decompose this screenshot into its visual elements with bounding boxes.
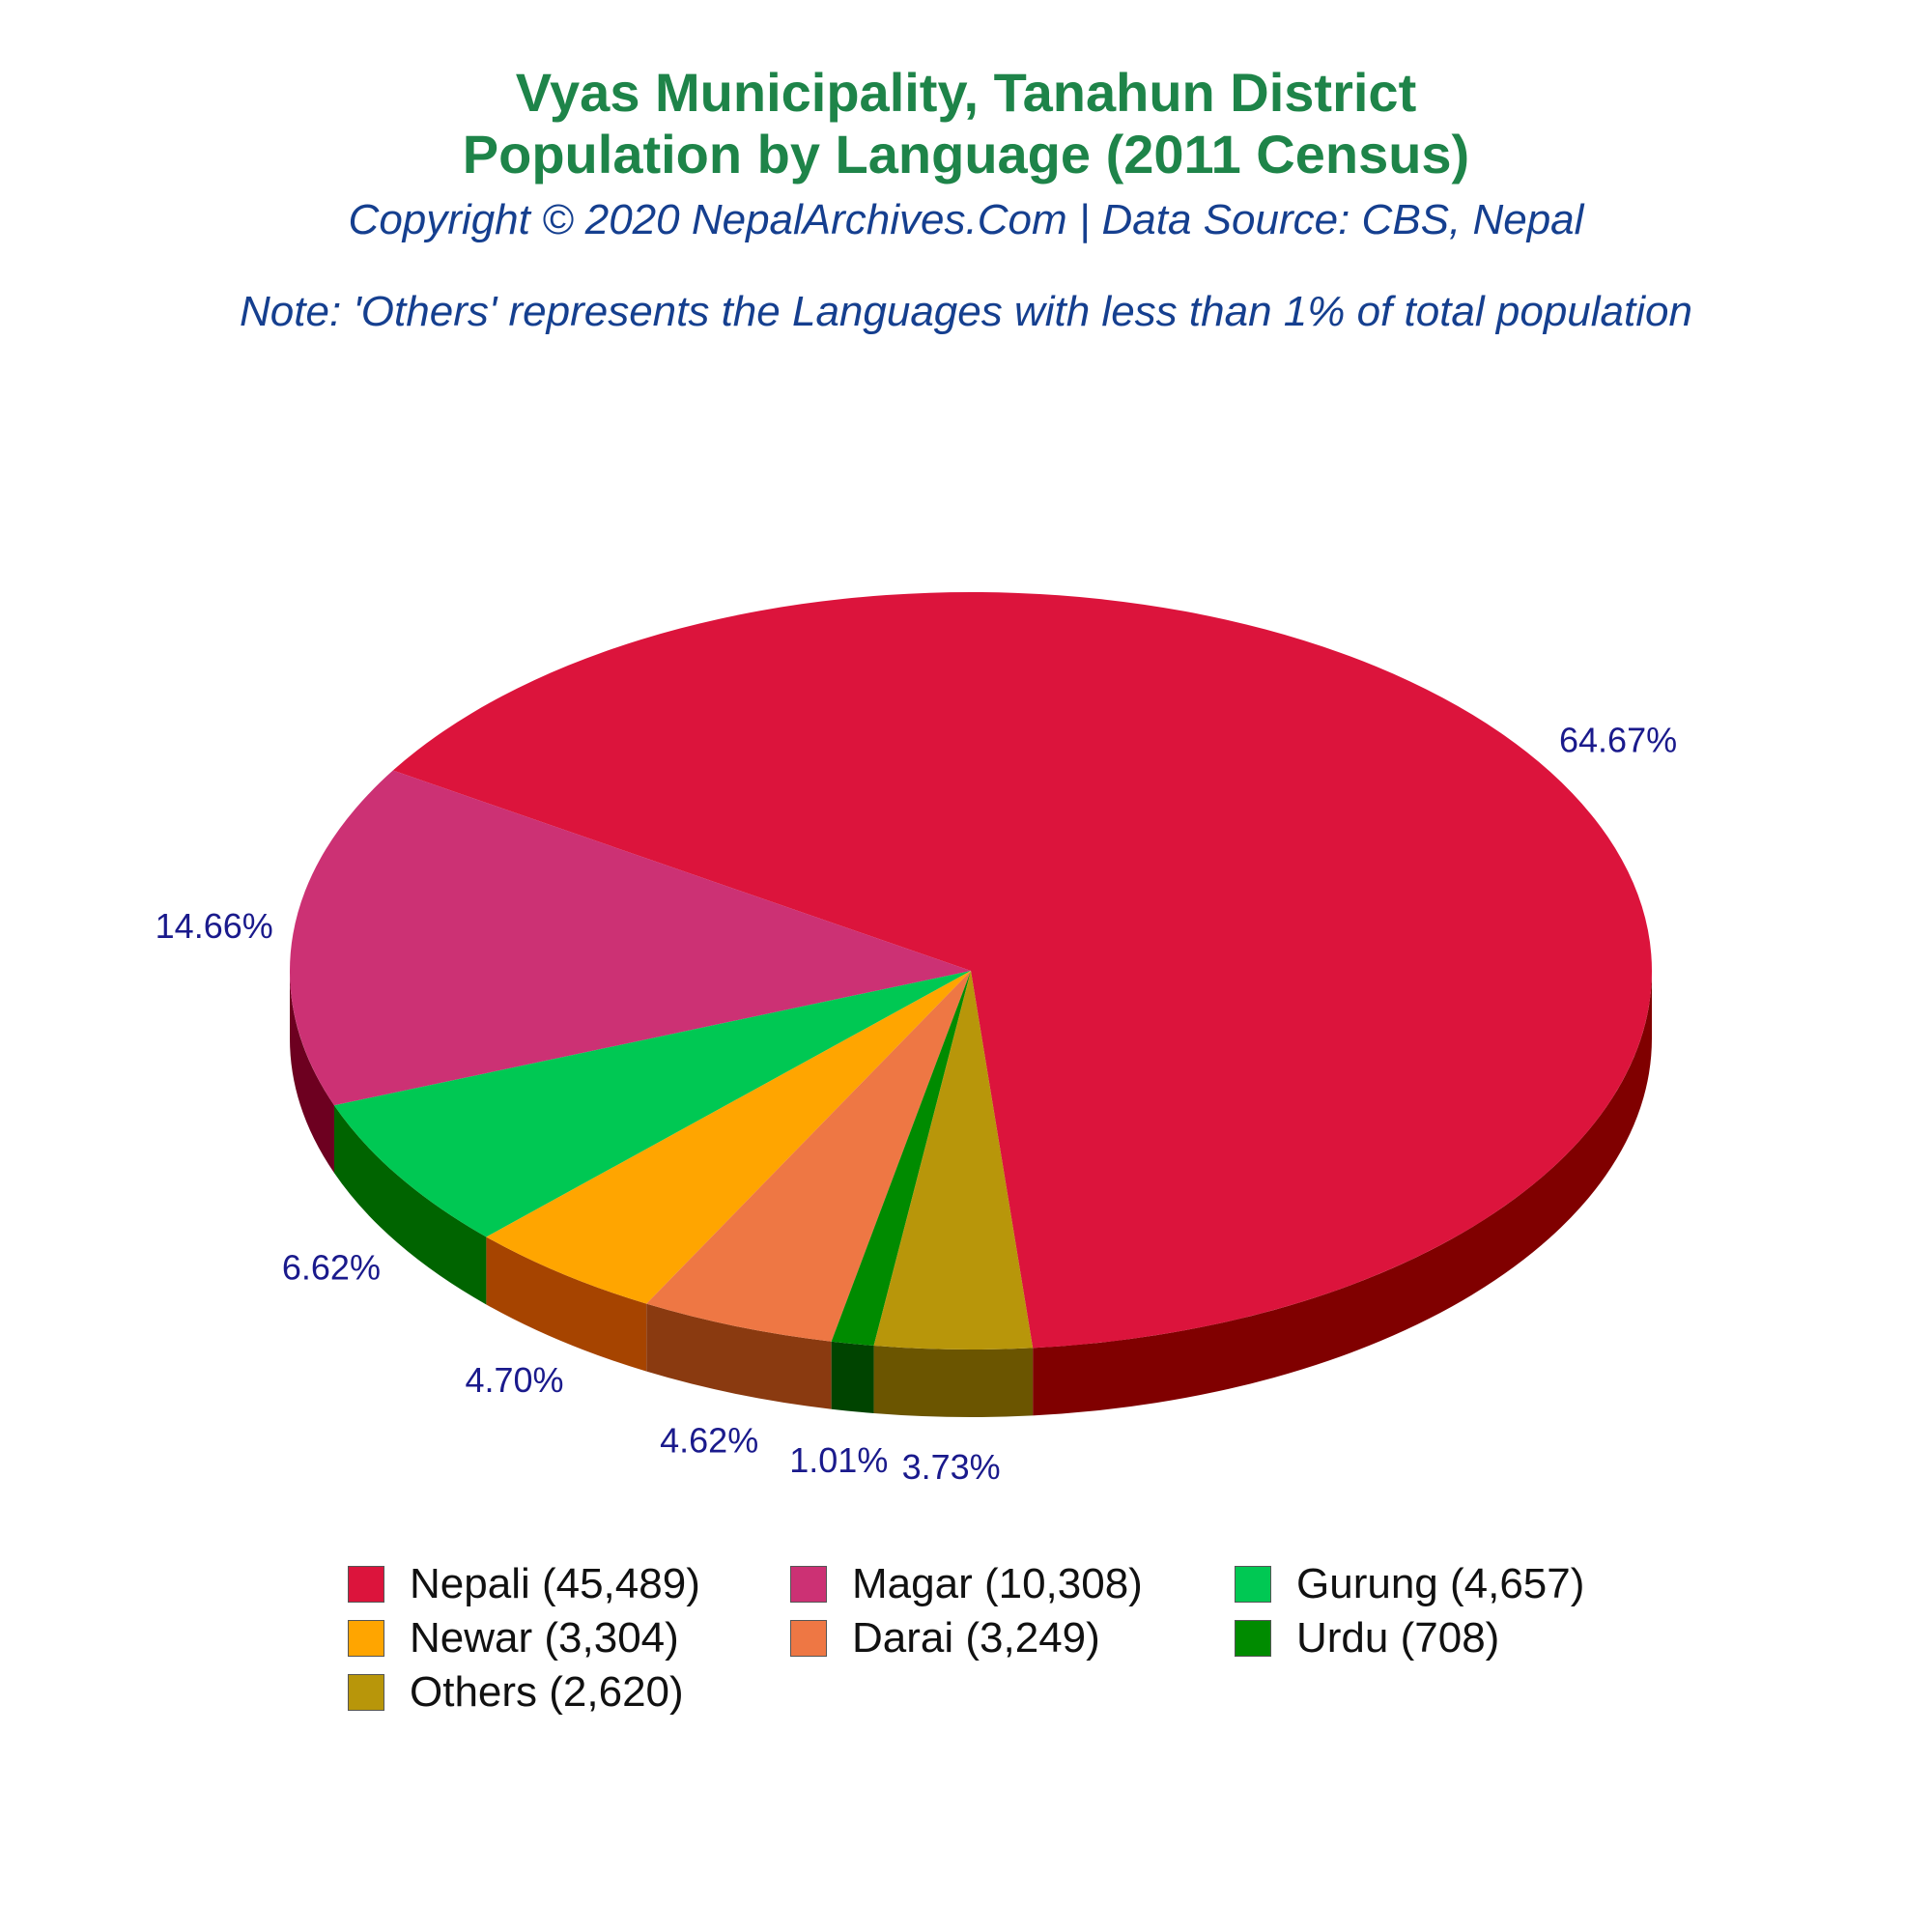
pie-label-gurung: 6.62% [282, 1247, 381, 1287]
legend-item-newar: Newar (3,304) [348, 1609, 679, 1667]
pie-label-newar: 4.70% [465, 1360, 563, 1400]
pie-slice-darai[interactable] [646, 971, 971, 1342]
pie-top-layer [290, 592, 1652, 1350]
pie-side-darai [646, 1303, 832, 1409]
legend-swatch-darai [790, 1620, 827, 1657]
pie-label-urdu: 1.01% [789, 1440, 888, 1480]
legend-label-nepali: Nepali (45,489) [410, 1560, 700, 1607]
pie-side-others [873, 1346, 1034, 1418]
pie-chart: 64.67% 14.66% 6.62% 4.70% 4.62% 1.01% 3.73% [156, 592, 1677, 1487]
legend-item-nepali: Nepali (45,489) [348, 1555, 700, 1613]
legend-label-newar: Newar (3,304) [410, 1614, 679, 1662]
pie-label-nepali: 64.67% [1559, 720, 1677, 759]
pie-slice-magar[interactable] [290, 770, 972, 1106]
legend-item-urdu: Urdu (708) [1235, 1609, 1499, 1667]
pie-side-urdu [831, 1341, 874, 1414]
legend-item-darai: Darai (3,249) [790, 1609, 1100, 1667]
legend-swatch-magar [790, 1566, 827, 1603]
pie-side-gurung [333, 1105, 487, 1305]
legend-label-others: Others (2,620) [410, 1668, 684, 1716]
pie-side-magar [290, 971, 334, 1174]
legend-item-magar: Magar (10,308) [790, 1555, 1143, 1613]
legend-label-magar: Magar (10,308) [852, 1560, 1143, 1607]
pie-label-darai: 4.62% [660, 1421, 758, 1461]
legend-item-others: Others (2,620) [348, 1663, 684, 1721]
pie-side-nepali [1033, 971, 1652, 1416]
legend-label-urdu: Urdu (708) [1296, 1614, 1500, 1662]
legend-label-darai: Darai (3,249) [852, 1614, 1100, 1662]
pie-label-magar: 14.66% [156, 906, 273, 946]
pie-slice-gurung[interactable] [333, 971, 971, 1237]
pie-label-others: 3.73% [902, 1447, 1001, 1487]
pie-slice-others[interactable] [873, 971, 1034, 1350]
legend-swatch-others [348, 1674, 384, 1711]
pie-slice-newar[interactable] [486, 971, 971, 1304]
chart-title-line-2: Population by Language (2011 Census) [462, 124, 1470, 185]
pie-slice-nepali[interactable] [392, 592, 1652, 1349]
copyright-text: Copyright © 2020 NepalArchives.Com | Dat… [348, 196, 1584, 243]
legend-item-gurung: Gurung (4,657) [1235, 1555, 1584, 1613]
pie-side-newar [486, 1236, 647, 1372]
pie-slice-urdu[interactable] [831, 971, 971, 1347]
legend-label-gurung: Gurung (4,657) [1296, 1560, 1585, 1607]
pie-label-layer: 64.67% 14.66% 6.62% 4.70% 4.62% 1.01% 3.73% [156, 720, 1677, 1486]
pie-side-layer [290, 971, 1652, 1418]
legend-swatch-gurung [1235, 1566, 1271, 1603]
legend-swatch-urdu [1235, 1620, 1271, 1657]
legend-swatch-nepali [348, 1566, 384, 1603]
legend-swatch-newar [348, 1620, 384, 1657]
chart-title-line-1: Vyas Municipality, Tanahun District [515, 62, 1417, 123]
note-text: Note: 'Others' represents the Languages … [240, 288, 1692, 335]
